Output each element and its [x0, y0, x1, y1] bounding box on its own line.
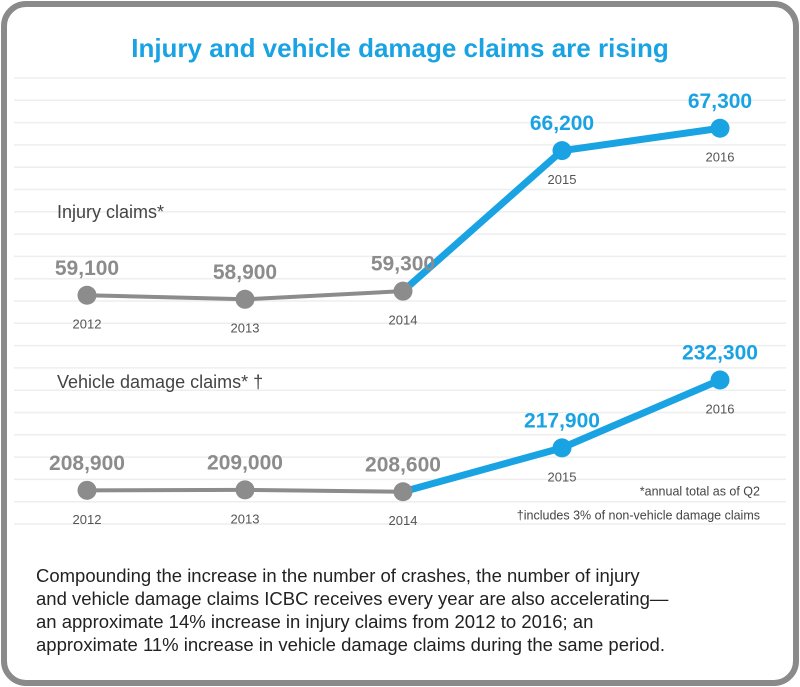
background-rules — [14, 77, 786, 525]
point — [235, 480, 255, 500]
year-label: 2016 — [706, 401, 735, 416]
footnote: *annual total as of Q2 — [640, 484, 760, 498]
line-segment — [243, 487, 405, 494]
year-label: 2015 — [548, 172, 577, 187]
caption-line: and vehicle damage claims ICBC receives … — [36, 588, 669, 609]
value-label: 59,100 — [55, 257, 119, 280]
line-segment — [399, 444, 566, 496]
point — [710, 370, 730, 390]
year-label: 2012 — [73, 317, 102, 332]
point — [235, 289, 255, 309]
value-label: 208,600 — [365, 453, 441, 476]
caption-line: an approximate 14% increase in injury cl… — [36, 611, 593, 632]
value-label: 217,900 — [524, 409, 600, 432]
point — [393, 482, 413, 502]
year-label: 2013 — [231, 321, 260, 336]
line-segment — [558, 124, 724, 155]
value-label: 67,300 — [688, 90, 752, 113]
point — [77, 285, 97, 305]
title: Injury and vehicle damage claims are ris… — [131, 33, 669, 63]
year-label: 2016 — [706, 150, 735, 165]
caption-line: Compounding the increase in the number o… — [36, 565, 640, 586]
line-segment — [558, 376, 724, 452]
point — [710, 118, 730, 138]
value-label: 209,000 — [207, 451, 283, 474]
point — [552, 141, 572, 161]
value-label: 66,200 — [530, 112, 594, 135]
year-label: 2012 — [73, 512, 102, 527]
chart-subtitle: Injury claims* — [57, 202, 164, 222]
value-label: 58,900 — [213, 261, 277, 284]
year-label: 2014 — [389, 313, 418, 328]
year-label: 2015 — [548, 469, 577, 484]
point — [552, 438, 572, 458]
line-segment — [85, 293, 247, 302]
value-label: 232,300 — [682, 342, 758, 365]
line-segment — [399, 147, 566, 295]
line-segment — [243, 289, 405, 302]
point — [393, 281, 413, 301]
year-label: 2014 — [389, 513, 418, 528]
caption-line: approximate 11% increase in vehicle dama… — [36, 634, 665, 655]
chart-subtitle: Vehicle damage claims* † — [57, 372, 263, 392]
year-label: 2013 — [231, 511, 260, 526]
value-label: 59,300 — [371, 253, 435, 276]
footnote: †includes 3% of non-vehicle damage claim… — [517, 508, 760, 522]
value-label: 208,900 — [49, 452, 125, 475]
point — [77, 480, 97, 500]
